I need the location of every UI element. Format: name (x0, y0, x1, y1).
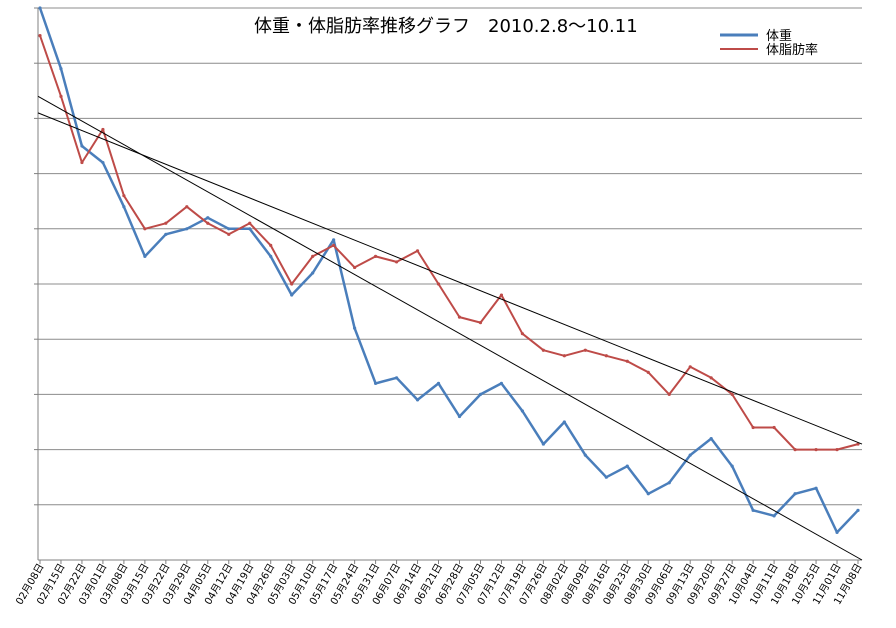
data-point (143, 254, 147, 258)
data-point (143, 227, 147, 231)
data-point (793, 448, 797, 452)
data-point (751, 425, 755, 430)
data-point (667, 481, 671, 485)
data-point (688, 365, 692, 369)
data-point (814, 448, 818, 452)
data-point (394, 376, 399, 380)
data-point (835, 530, 839, 535)
data-point (248, 221, 252, 225)
data-point (38, 34, 42, 38)
data-point (667, 392, 671, 396)
trendline-bodyfat (37, 112, 863, 445)
data-point (562, 420, 566, 424)
trendline-weight (37, 95, 863, 561)
data-point (248, 227, 252, 231)
x-tick-labels: 02月08日02月15日02月22日03月01日03月08日03月15日03月2… (13, 560, 865, 607)
data-point (311, 271, 315, 275)
trendlines (37, 95, 863, 561)
series-line-bodyfat (39, 35, 859, 451)
data-point (59, 94, 63, 98)
data-point (541, 348, 545, 352)
data-point (332, 243, 336, 247)
data-point (730, 392, 734, 396)
data-point (520, 409, 525, 413)
grid-lines (34, 7, 862, 506)
data-point (373, 381, 378, 385)
data-point (122, 205, 126, 209)
data-point (101, 160, 105, 165)
data-point (436, 381, 441, 385)
data-point (164, 232, 168, 236)
data-point (604, 475, 608, 479)
data-point (353, 326, 357, 330)
data-point (353, 265, 357, 270)
data-point (415, 398, 420, 402)
data-point (38, 6, 42, 10)
data-point (415, 249, 420, 253)
data-point (793, 492, 797, 496)
data-point (227, 232, 231, 236)
data-point (311, 254, 315, 258)
data-point (688, 453, 692, 457)
data-point (604, 354, 608, 358)
data-point (332, 238, 336, 242)
legend-label-bodyfat: 体脂肪率 (766, 42, 818, 58)
data-point (436, 282, 441, 286)
data-point (625, 359, 629, 363)
data-point (269, 254, 273, 258)
data-point (290, 282, 294, 286)
data-point (646, 492, 650, 496)
data-point (394, 260, 399, 264)
axes (37, 8, 862, 561)
data-point (185, 205, 189, 209)
data-point (835, 448, 839, 452)
data-point (709, 436, 713, 441)
data-point (520, 332, 525, 336)
data-point (164, 221, 168, 225)
data-point (562, 354, 566, 358)
data-point (80, 160, 84, 165)
data-point (101, 127, 105, 132)
data-point (290, 293, 294, 297)
data-point (457, 414, 462, 419)
data-point (709, 376, 713, 380)
data-point (373, 254, 378, 258)
series-line-weight (38, 7, 859, 534)
data-point (814, 486, 818, 490)
data-point (583, 453, 587, 457)
data-point (478, 392, 483, 396)
data-point (206, 216, 210, 220)
data-point (269, 243, 273, 247)
legend-label-weight: 体重 (766, 28, 792, 44)
data-point (478, 321, 483, 325)
data-point (583, 348, 587, 352)
data-point (751, 508, 755, 512)
data-point (80, 144, 84, 148)
data-point (206, 221, 210, 225)
data-point (856, 508, 860, 512)
data-point (227, 227, 231, 231)
data-point (772, 514, 776, 518)
data-point (499, 293, 504, 297)
legend: 体重 体脂肪率 (720, 28, 818, 58)
data-point (122, 194, 126, 198)
data-point (730, 464, 734, 468)
data-point (185, 227, 189, 231)
data-point (457, 315, 462, 319)
data-point (646, 370, 650, 374)
data-point (772, 425, 776, 430)
data-point (625, 464, 629, 468)
data-point (59, 67, 63, 71)
data-point (499, 381, 504, 385)
series-lines (38, 6, 860, 535)
data-point (541, 442, 545, 446)
chart-title: 体重・体脂肪率推移グラフ 2010.2.8〜10.11 (254, 16, 638, 37)
